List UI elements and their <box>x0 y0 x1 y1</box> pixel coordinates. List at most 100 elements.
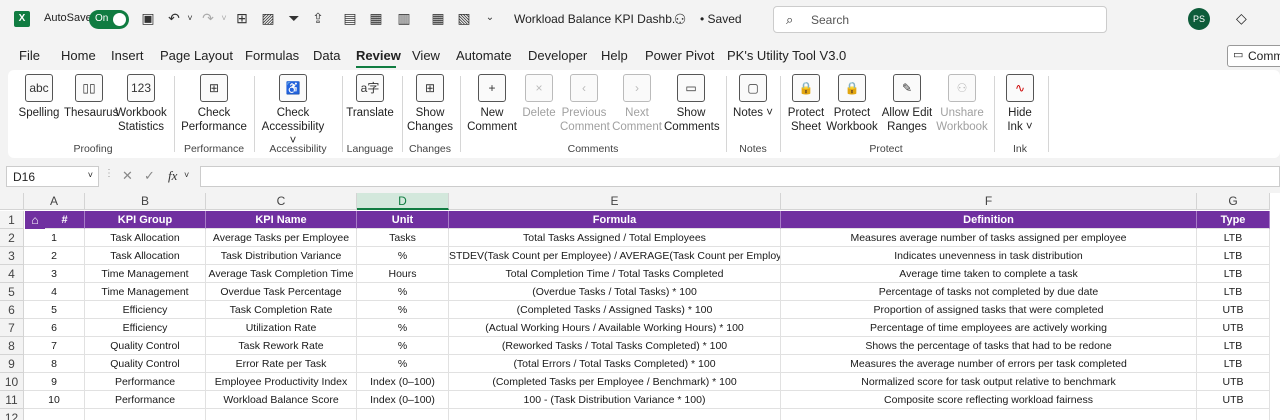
table-cell[interactable]: Average Task Completion Time <box>206 265 357 283</box>
table-cell[interactable]: LTB <box>1197 247 1270 265</box>
table-cell[interactable]: Employee Productivity Index <box>206 373 357 391</box>
table-cell[interactable]: 3 <box>24 265 85 283</box>
show-changes-button[interactable]: ⊞ Show Changes <box>406 74 454 134</box>
table-cell[interactable]: Overdue Task Percentage <box>206 283 357 301</box>
table-cell[interactable]: LTB <box>1197 229 1270 247</box>
name-box[interactable]: D16 ˅ <box>6 166 99 187</box>
table-cell[interactable] <box>357 409 449 420</box>
translate-button[interactable]: a字 Translate <box>346 74 394 120</box>
tab-help[interactable]: Help <box>601 48 628 63</box>
table-cell[interactable]: Task Distribution Variance <box>206 247 357 265</box>
table-cell[interactable]: 9 <box>24 373 85 391</box>
spreadsheet-grid[interactable]: ⌂ A B C D E F G 1 2 3 4 5 6 7 8 9 10 11 12 # KPI Group KPI Na… <box>0 193 1280 420</box>
table-cell[interactable]: Shows the percentage of tasks that had t… <box>781 337 1197 355</box>
diamond-icon[interactable]: ◇ <box>1236 10 1247 26</box>
avatar[interactable]: PS <box>1188 8 1210 30</box>
table-cell[interactable]: Utilization Rate <box>206 319 357 337</box>
delete-comment-button[interactable]: × Delete <box>520 74 558 120</box>
table-cell[interactable]: Performance <box>85 391 206 409</box>
notes-button[interactable]: ▢ Notes ˅ <box>732 74 774 120</box>
row-header-5[interactable]: 5 <box>0 283 24 301</box>
chevron-down-icon[interactable]: ˅ <box>87 170 93 180</box>
table-cell[interactable]: Task Rework Rate <box>206 337 357 355</box>
undo-dropdown-icon[interactable]: ˅ <box>187 13 193 23</box>
spelling-button[interactable]: abc Spelling <box>18 74 60 120</box>
column-header-d[interactable]: D <box>357 193 449 210</box>
check-accessibility-button[interactable]: ♿ Check Accessibility ˅ <box>258 74 328 148</box>
tab-developer[interactable]: Developer <box>528 48 588 63</box>
table-cell[interactable]: Efficiency <box>85 319 206 337</box>
table-cell[interactable]: STDEV(Task Count per Employee) / AVERAGE… <box>449 247 781 265</box>
table-cell[interactable]: 2 <box>24 247 85 265</box>
home-icon[interactable]: ⌂ <box>25 211 45 229</box>
table-cell[interactable]: Task Allocation <box>85 247 206 265</box>
protect-workbook-button[interactable]: 🔒 Protect Workbook <box>826 74 878 134</box>
row-header-6[interactable]: 6 <box>0 301 24 319</box>
tab-page-layout[interactable]: Page Layout <box>160 48 234 63</box>
table-icon[interactable]: ▦ <box>431 10 445 26</box>
insert-function-button[interactable]: fx <box>168 168 178 183</box>
table-cell[interactable] <box>781 409 1197 420</box>
table-cell[interactable]: Task Completion Rate <box>206 301 357 319</box>
table-cell[interactable]: 5 <box>24 301 85 319</box>
tab-view[interactable]: View <box>412 48 440 63</box>
table-header-cell[interactable]: Definition <box>781 211 1197 229</box>
tab-power-pivot[interactable]: Power Pivot <box>645 48 715 63</box>
thesaurus-button[interactable]: ▯▯ Thesaurus <box>64 74 118 120</box>
document-title[interactable]: Workload Balance KPI Dashb... <box>514 12 682 26</box>
next-comment-button[interactable]: › Next Comment <box>612 74 662 134</box>
table-cell[interactable]: % <box>357 247 449 265</box>
table-header-cell[interactable]: Type <box>1197 211 1270 229</box>
row-header-9[interactable]: 9 <box>0 355 24 373</box>
table-header-cell[interactable]: Unit <box>357 211 449 229</box>
protect-sheet-button[interactable]: 🔒 Protect Sheet <box>786 74 826 134</box>
table-cell[interactable]: LTB <box>1197 265 1270 283</box>
formula-input[interactable] <box>200 166 1280 187</box>
row-header-8[interactable]: 8 <box>0 337 24 355</box>
table-cell[interactable]: Total Tasks Assigned / Total Employees <box>449 229 781 247</box>
table-cell[interactable]: Time Management <box>85 283 206 301</box>
share-icon[interactable]: ⇪ <box>312 10 324 26</box>
tab-utility-tool[interactable]: PK's Utility Tool V3.0 <box>727 48 847 63</box>
previous-comment-button[interactable]: ‹ Previous Comment <box>560 74 610 134</box>
table-cell[interactable]: % <box>357 283 449 301</box>
column-header-b[interactable]: B <box>85 193 206 210</box>
table-header-cell[interactable]: KPI Group <box>85 211 206 229</box>
table-cell[interactable]: Time Management <box>85 265 206 283</box>
allow-edit-ranges-button[interactable]: ✎ Allow Edit Ranges <box>880 74 934 134</box>
select-all-corner[interactable] <box>0 193 24 210</box>
table-cell[interactable]: (Total Errors / Total Tasks Completed) *… <box>449 355 781 373</box>
table-cell[interactable]: 7 <box>24 337 85 355</box>
redo-icon[interactable]: ↷ <box>202 10 214 26</box>
table-cell[interactable]: LTB <box>1197 283 1270 301</box>
table-cell[interactable]: Average Tasks per Employee <box>206 229 357 247</box>
table-cell[interactable]: Percentage of tasks not completed by due… <box>781 283 1197 301</box>
workbook-statistics-button[interactable]: 123 Workbook Statistics <box>114 74 168 134</box>
table-cell[interactable]: (Completed Tasks / Assigned Tasks) * 100 <box>449 301 781 319</box>
new-comment-button[interactable]: + New Comment <box>466 74 518 134</box>
table-cell[interactable]: Percentage of time employees are activel… <box>781 319 1197 337</box>
table-cell[interactable]: UTB <box>1197 391 1270 409</box>
filter-icon[interactable]: ⏷ <box>288 10 300 26</box>
table-cell[interactable]: LTB <box>1197 337 1270 355</box>
table-cell[interactable]: Measures the average number of errors pe… <box>781 355 1197 373</box>
table-header-cell[interactable]: # <box>45 211 85 229</box>
calculator-icon[interactable]: ▥ <box>397 10 411 26</box>
table-cell[interactable]: Quality Control <box>85 355 206 373</box>
table-cell[interactable]: (Actual Working Hours / Available Workin… <box>449 319 781 337</box>
table-header-cell[interactable]: Formula <box>449 211 781 229</box>
table-cell[interactable]: 10 <box>24 391 85 409</box>
table-cell[interactable]: Proportion of assigned tasks that were c… <box>781 301 1197 319</box>
column-header-c[interactable]: C <box>206 193 357 210</box>
row-header-10[interactable]: 10 <box>0 373 24 391</box>
column-header-a[interactable]: A <box>24 193 85 210</box>
table-cell[interactable]: (Completed Tasks per Employee / Benchmar… <box>449 373 781 391</box>
table-cell[interactable]: Tasks <box>357 229 449 247</box>
confirm-icon[interactable]: ✓ <box>144 168 155 183</box>
column-header-e[interactable]: E <box>449 193 781 210</box>
tab-insert[interactable]: Insert <box>111 48 144 63</box>
borders-icon[interactable]: ⊞ <box>236 10 248 26</box>
table-cell[interactable]: UTB <box>1197 301 1270 319</box>
table-cell[interactable]: 4 <box>24 283 85 301</box>
table-cell[interactable]: % <box>357 319 449 337</box>
